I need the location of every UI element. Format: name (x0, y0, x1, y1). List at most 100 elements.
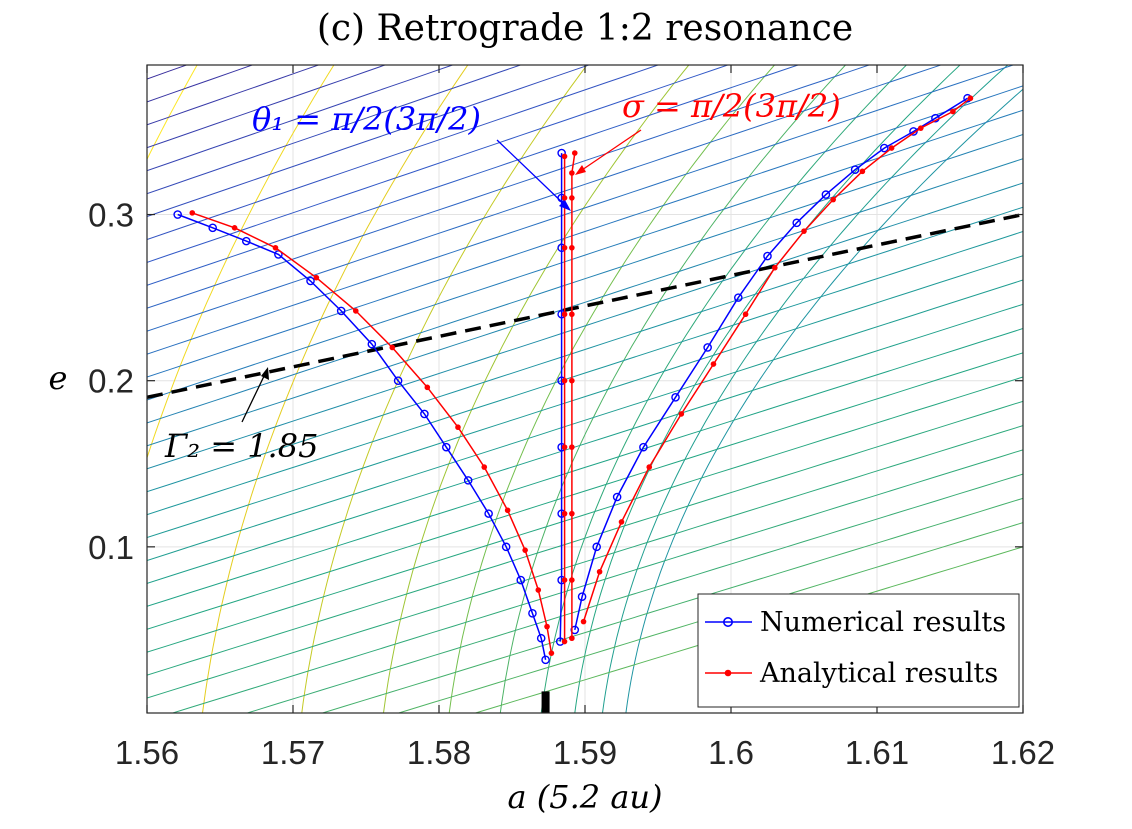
y-tick-label: 0.2 (88, 363, 134, 400)
contour-line (147, 65, 320, 126)
y-tick-label: 0.3 (88, 197, 134, 234)
data-point (592, 542, 601, 552)
series-line (574, 97, 968, 631)
contour-line (301, 65, 588, 713)
data-point (189, 210, 196, 216)
data-point (441, 442, 451, 452)
y-tick-label: 0.1 (88, 529, 134, 566)
contour-line (245, 473, 1023, 713)
data-point (561, 377, 568, 384)
data-point (678, 411, 685, 417)
x-axis-label: a (5.2 au) (508, 778, 663, 816)
data-point (455, 424, 461, 431)
data-point (710, 361, 717, 367)
data-point (420, 409, 429, 419)
data-point (646, 464, 653, 470)
contour-line (147, 65, 387, 149)
data-point (528, 609, 537, 618)
data-point (241, 236, 251, 246)
contour-line (473, 546, 1023, 713)
data-point (463, 476, 473, 485)
contour-line (147, 65, 1015, 355)
gamma2-arrowhead (261, 367, 269, 380)
data-point (336, 306, 346, 316)
data-point (859, 168, 866, 175)
legend-numerical-label: Numerical results (760, 607, 1006, 638)
contour-line (147, 400, 1023, 676)
data-point (671, 393, 680, 402)
data-point (569, 244, 575, 251)
x-tick-label: 1.57 (261, 734, 325, 771)
theta1-annotation: θ₁ = π/2(3π/2) (252, 100, 481, 138)
data-point (577, 592, 587, 601)
gamma2-arrow (241, 371, 267, 423)
contour-line (202, 65, 469, 713)
x-tick-label: 1.56 (115, 734, 179, 771)
data-point (830, 196, 836, 203)
data-point (569, 195, 575, 201)
data-point (763, 251, 772, 261)
data-point (571, 150, 578, 156)
data-point (703, 343, 712, 352)
data-point (569, 577, 575, 583)
data-point (561, 638, 568, 645)
contour-line (147, 206, 1023, 493)
data-point (389, 344, 396, 351)
contour-line (147, 303, 1023, 584)
series-line (177, 213, 547, 660)
contour-line (147, 65, 730, 263)
data-point (306, 276, 315, 286)
legend-numerical-marker (722, 616, 733, 627)
data-point (561, 510, 568, 517)
data-point (569, 444, 575, 450)
resonance-center-marker (541, 691, 550, 713)
x-tick-label: 1.58 (407, 734, 471, 771)
legend-box (697, 593, 1020, 708)
contour-line (540, 65, 907, 713)
data-point (801, 228, 807, 234)
data-point (544, 623, 550, 630)
sigma-arrowhead (575, 165, 586, 175)
contour-line (147, 65, 943, 332)
data-point (792, 218, 802, 228)
data-point (569, 170, 575, 176)
data-point (173, 210, 182, 219)
data-point (569, 311, 575, 318)
data-point (548, 650, 555, 656)
data-point (618, 519, 625, 525)
data-point (918, 125, 924, 131)
data-point (208, 223, 217, 233)
legend: Numerical results Analytical results (697, 593, 1020, 708)
x-tick-label: 1.61 (845, 734, 909, 771)
y-axis-label: e (49, 359, 68, 397)
contour-line (147, 65, 454, 172)
data-point (580, 618, 587, 625)
data-point (612, 492, 622, 502)
contour-line (147, 376, 1023, 653)
data-point (536, 633, 546, 643)
data-point (596, 568, 603, 575)
x-tick-label: 1.62 (991, 734, 1055, 771)
contour-line (147, 279, 1023, 561)
data-point (561, 244, 568, 251)
data-point (522, 547, 528, 553)
contour-line (320, 497, 1023, 713)
data-point (393, 376, 403, 385)
data-point (821, 190, 831, 199)
contour-line (147, 65, 871, 309)
x-tick-label: 1.59 (553, 734, 617, 771)
data-point (424, 384, 431, 391)
data-point (541, 655, 550, 665)
contour-line (625, 88, 1023, 713)
data-point (557, 148, 566, 158)
contour-line (396, 522, 1023, 713)
legend-analytical-marker (724, 669, 732, 677)
data-point (352, 308, 359, 314)
data-point (504, 507, 511, 514)
series-line (559, 153, 563, 642)
contour-line (147, 85, 1023, 378)
data-point (967, 95, 974, 102)
data-point (742, 311, 749, 318)
grid (147, 65, 1023, 713)
